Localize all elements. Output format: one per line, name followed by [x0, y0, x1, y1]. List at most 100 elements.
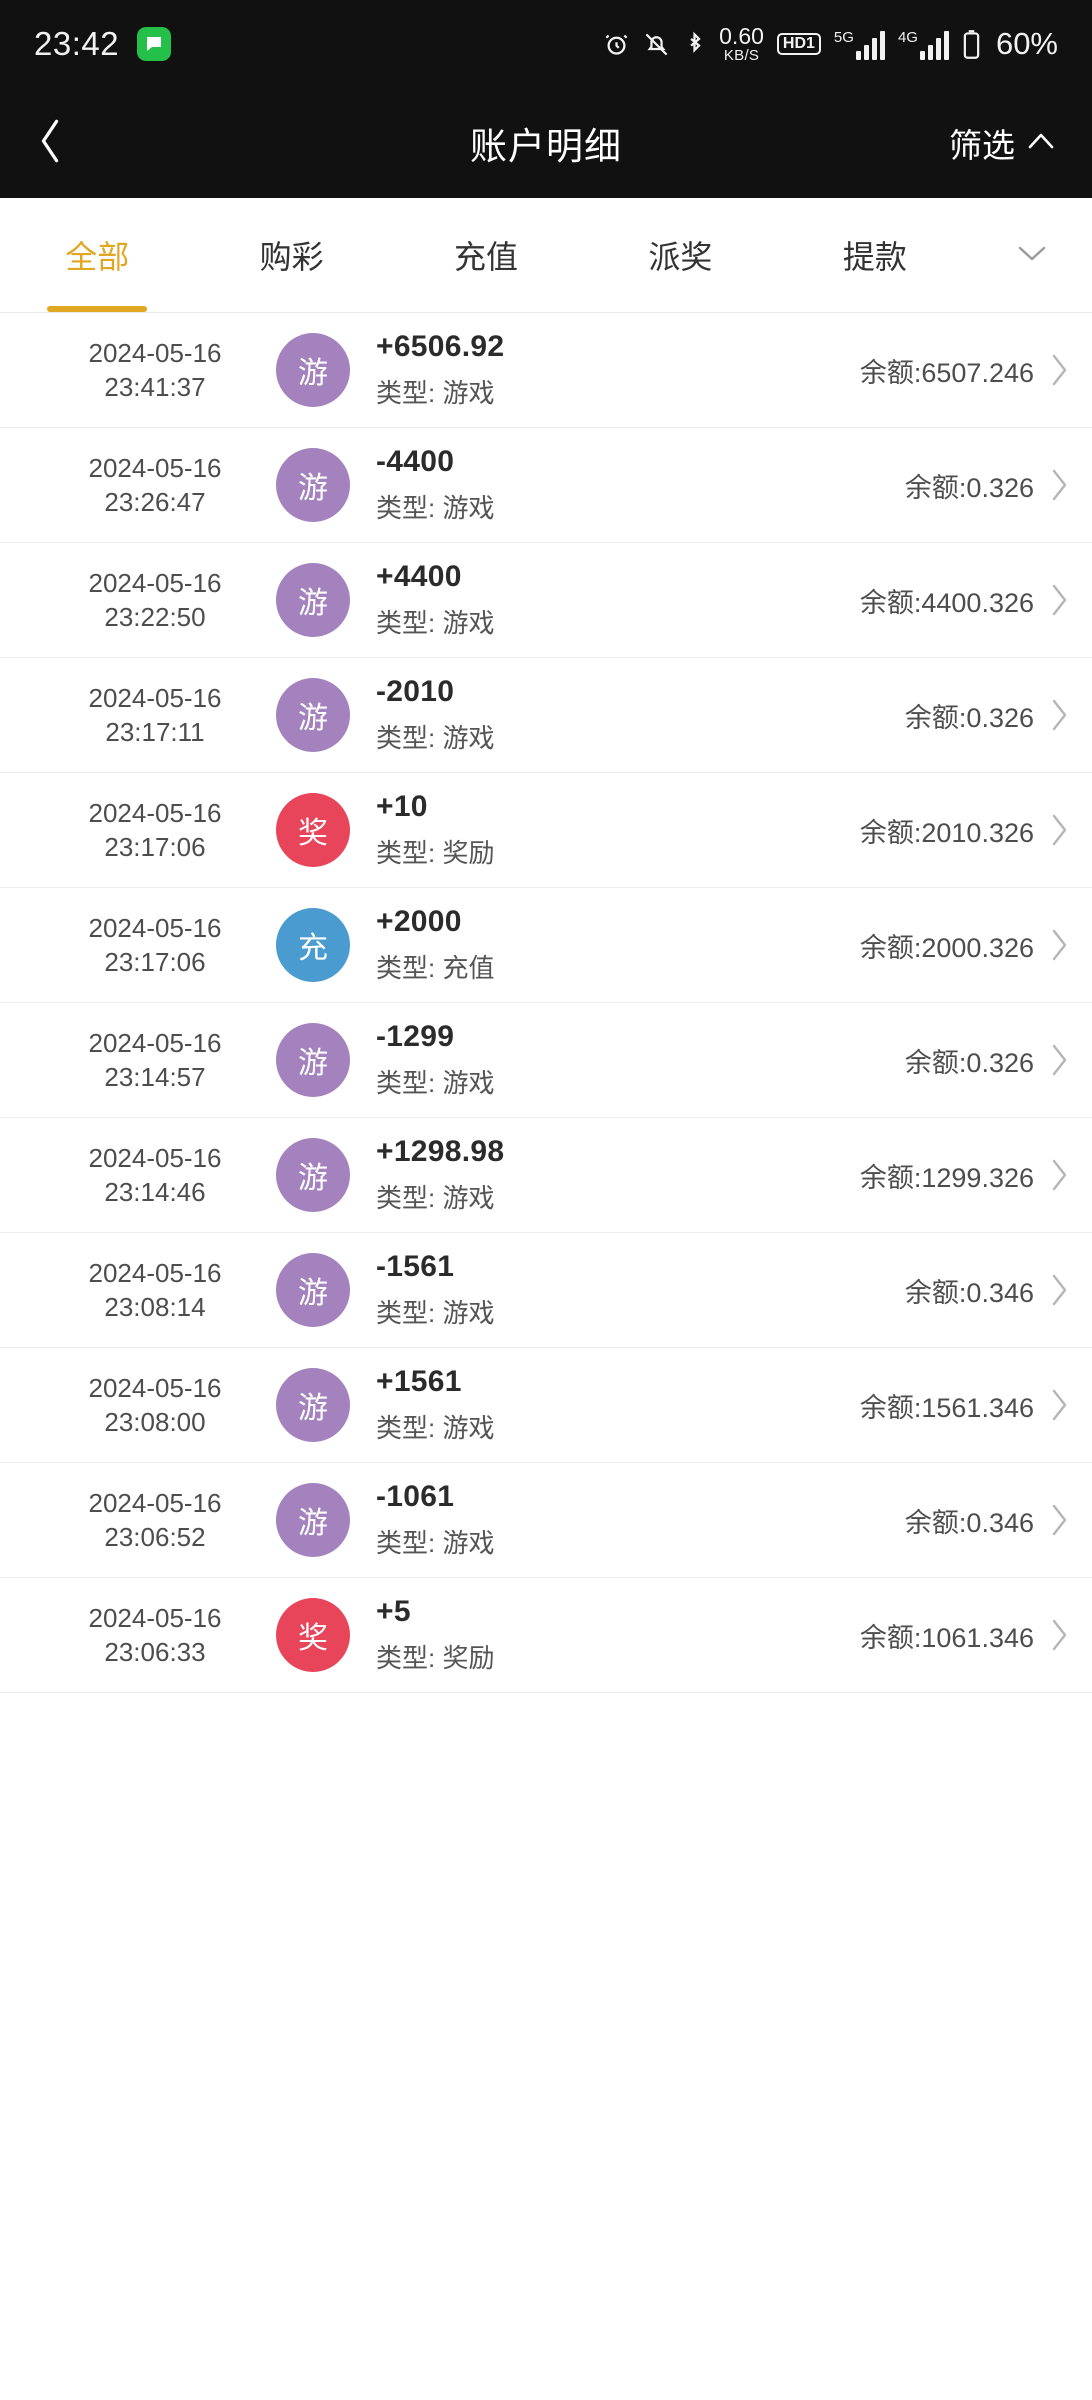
table-row[interactable]: 2024-05-16 23:26:47 游 -4400 类型: 游戏 余额:0.326	[0, 428, 1092, 543]
chevron-right-icon[interactable]	[1048, 1272, 1070, 1308]
transaction-time: 23:17:06	[104, 832, 206, 862]
transaction-balance: 余额:2010.326	[859, 817, 1034, 848]
transaction-type-badge: 游	[276, 333, 350, 407]
transaction-balance-area: 余额:0.346	[895, 1501, 1070, 1540]
transaction-type-label: 类型: 游戏	[376, 608, 495, 638]
chevron-right-icon[interactable]	[1048, 1157, 1070, 1193]
transaction-balance-area: 余额:0.326	[895, 696, 1070, 735]
transaction-type-badge: 游	[276, 1483, 350, 1557]
transaction-timestamp: 2024-05-16 23:14:46	[46, 1141, 264, 1210]
transaction-amount: -1061	[376, 1480, 455, 1513]
transaction-date: 2024-05-16	[88, 337, 222, 368]
tab-label: 派奖	[648, 239, 713, 275]
transaction-date: 2024-05-16	[88, 912, 222, 943]
back-button[interactable]	[36, 117, 106, 170]
transaction-timestamp: 2024-05-16 23:08:14	[46, 1256, 264, 1325]
table-row[interactable]: 2024-05-16 23:17:06 奖 +10 类型: 奖励 余额:2010.326	[0, 773, 1092, 888]
transaction-date: 2024-05-16	[88, 1257, 222, 1288]
transaction-balance: 余额:0.346	[904, 1507, 1034, 1538]
transaction-type-label: 类型: 奖励	[376, 1643, 495, 1673]
transaction-type-badge: 充	[276, 908, 350, 982]
transaction-balance-area: 余额:4400.326	[850, 581, 1070, 620]
sim2-signal: 4G	[898, 29, 949, 60]
transaction-amount: -1561	[376, 1250, 455, 1283]
table-row[interactable]: 2024-05-16 23:22:50 游 +4400 类型: 游戏 余额:4400.32…	[0, 543, 1092, 658]
chevron-right-icon[interactable]	[1048, 1387, 1070, 1423]
table-row[interactable]: 2024-05-16 23:41:37 游 +6506.92 类型: 游戏 余额:6507…	[0, 313, 1092, 428]
transaction-balance: 余额:0.326	[904, 472, 1034, 503]
transaction-details: -1299 类型: 游戏	[376, 1020, 895, 1100]
table-row[interactable]: 2024-05-16 23:17:06 充 +2000 类型: 充值 余额:2000.32…	[0, 888, 1092, 1003]
table-row[interactable]: 2024-05-16 23:14:57 游 -1299 类型: 游戏 余额:0.326	[0, 1003, 1092, 1118]
tab-label: 充值	[454, 239, 519, 275]
chevron-right-icon[interactable]	[1048, 927, 1070, 963]
transaction-time: 23:14:57	[104, 1062, 206, 1092]
transaction-balance-area: 余额:0.346	[895, 1271, 1070, 1310]
transaction-time: 23:08:00	[104, 1407, 206, 1437]
transaction-details: +2000 类型: 充值	[376, 905, 850, 985]
signal-bars-icon	[919, 30, 949, 60]
transaction-balance: 余额:1561.346	[859, 1392, 1034, 1423]
transaction-type-label: 类型: 游戏	[376, 1528, 495, 1558]
transaction-timestamp: 2024-05-16 23:17:06	[46, 796, 264, 865]
sim1-network-label: 5G	[833, 28, 854, 46]
transaction-date: 2024-05-16	[88, 797, 222, 828]
chevron-down-icon	[1015, 241, 1049, 270]
transaction-type-label: 类型: 游戏	[376, 493, 495, 523]
signal-bars-icon	[855, 30, 885, 60]
table-row[interactable]: 2024-05-16 23:06:33 奖 +5 类型: 奖励 余额:1061.346	[0, 1578, 1092, 1693]
transaction-balance: 余额:6507.246	[859, 357, 1034, 388]
filter-button[interactable]: 筛选	[949, 119, 1056, 167]
tab-all[interactable]: 全部	[0, 198, 194, 312]
transaction-amount: -1299	[376, 1020, 455, 1053]
transaction-type-label: 类型: 奖励	[376, 838, 495, 868]
table-row[interactable]: 2024-05-16 23:08:14 游 -1561 类型: 游戏 余额:0.346	[0, 1233, 1092, 1348]
transaction-type-label: 类型: 游戏	[376, 1413, 495, 1443]
chevron-right-icon[interactable]	[1048, 352, 1070, 388]
transaction-type-badge: 游	[276, 678, 350, 752]
tab-payout[interactable]: 派奖	[583, 198, 777, 312]
transaction-details: +6506.92 类型: 游戏	[376, 330, 850, 410]
transaction-list[interactable]: 2024-05-16 23:41:37 游 +6506.92 类型: 游戏 余额:6507…	[0, 313, 1092, 1693]
chevron-right-icon[interactable]	[1048, 467, 1070, 503]
tab-withdraw[interactable]: 提款	[778, 198, 972, 312]
transaction-timestamp: 2024-05-16 23:22:50	[46, 566, 264, 635]
transaction-balance-area: 余额:1061.346	[850, 1616, 1070, 1655]
transaction-details: -1061 类型: 游戏	[376, 1480, 895, 1560]
chevron-right-icon[interactable]	[1048, 582, 1070, 618]
table-row[interactable]: 2024-05-16 23:14:46 游 +1298.98 类型: 游戏 余额:1299…	[0, 1118, 1092, 1233]
chevron-right-icon[interactable]	[1048, 697, 1070, 733]
tab-betting[interactable]: 购彩	[194, 198, 388, 312]
tabs-expand-button[interactable]	[972, 198, 1092, 312]
transaction-amount: -2010	[376, 675, 455, 708]
battery-icon	[962, 29, 981, 60]
transaction-amount: +1298.98	[376, 1135, 505, 1168]
transaction-time: 23:17:11	[105, 717, 205, 747]
table-row[interactable]: 2024-05-16 23:08:00 游 +1561 类型: 游戏 余额:1561.34…	[0, 1348, 1092, 1463]
transaction-date: 2024-05-16	[88, 1372, 222, 1403]
table-row[interactable]: 2024-05-16 23:06:52 游 -1061 类型: 游戏 余额:0.346	[0, 1463, 1092, 1578]
sim1-signal: 5G	[834, 29, 885, 60]
network-speed-value: 0.60	[719, 23, 764, 49]
transaction-amount: +5	[376, 1595, 411, 1628]
chevron-right-icon[interactable]	[1048, 812, 1070, 848]
category-tabs[interactable]: 全部 购彩 充值 派奖 提款	[0, 198, 1092, 313]
transaction-balance: 余额:0.346	[904, 1277, 1034, 1308]
transaction-type-badge: 游	[276, 1253, 350, 1327]
transaction-balance-area: 余额:2000.326	[850, 926, 1070, 965]
transaction-date: 2024-05-16	[88, 1027, 222, 1058]
tab-deposit[interactable]: 充值	[389, 198, 583, 312]
chevron-right-icon[interactable]	[1048, 1502, 1070, 1538]
chevron-right-icon[interactable]	[1048, 1042, 1070, 1078]
transaction-details: +10 类型: 奖励	[376, 790, 850, 870]
transaction-date: 2024-05-16	[88, 682, 222, 713]
table-row[interactable]: 2024-05-16 23:17:11 游 -2010 类型: 游戏 余额:0.326	[0, 658, 1092, 773]
chevron-right-icon[interactable]	[1048, 1617, 1070, 1653]
transaction-amount: +4400	[376, 560, 462, 593]
transaction-date: 2024-05-16	[88, 452, 222, 483]
transaction-type-label: 类型: 游戏	[376, 378, 495, 408]
transaction-details: +1298.98 类型: 游戏	[376, 1135, 850, 1215]
transaction-time: 23:08:14	[104, 1292, 206, 1322]
transaction-balance-area: 余额:0.326	[895, 1041, 1070, 1080]
transaction-amount: +6506.92	[376, 330, 505, 363]
